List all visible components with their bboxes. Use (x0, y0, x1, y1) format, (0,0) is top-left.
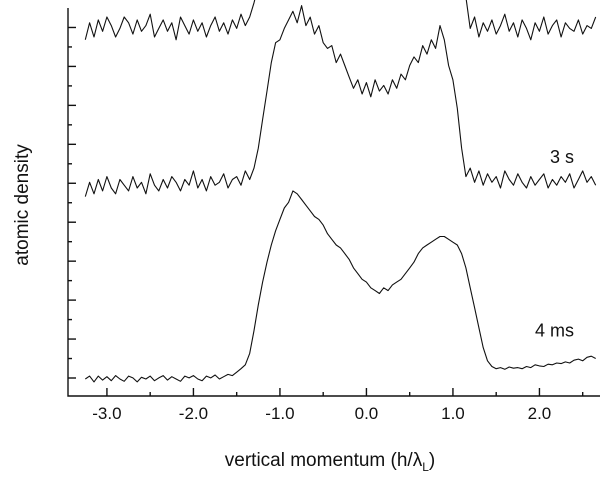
y-axis-title: atomic density (12, 144, 33, 266)
series-label: 3 s (550, 147, 574, 167)
x-axis-title: vertical momentum (h/λL) (225, 450, 435, 474)
x-tick-label: 1.0 (441, 404, 465, 423)
x-tick-label: -2.0 (179, 404, 208, 423)
x-tick-label: -1.0 (265, 404, 294, 423)
x-tick-label: 0.0 (355, 404, 379, 423)
series-label: 4 ms (535, 321, 574, 341)
axes: -3.0 -2.0 -1.0 0.0 1.0 2.0 (67, 8, 600, 423)
series-line (84, 0, 597, 41)
x-tick-label: -3.0 (92, 404, 121, 423)
series-layer (84, 0, 597, 383)
x-tick-label: 2.0 (528, 404, 552, 423)
series-line (84, 190, 596, 383)
axis-frame (67, 8, 600, 397)
series-line (84, 5, 597, 197)
labels-layer: 7 s3 s4 ms (535, 147, 574, 341)
